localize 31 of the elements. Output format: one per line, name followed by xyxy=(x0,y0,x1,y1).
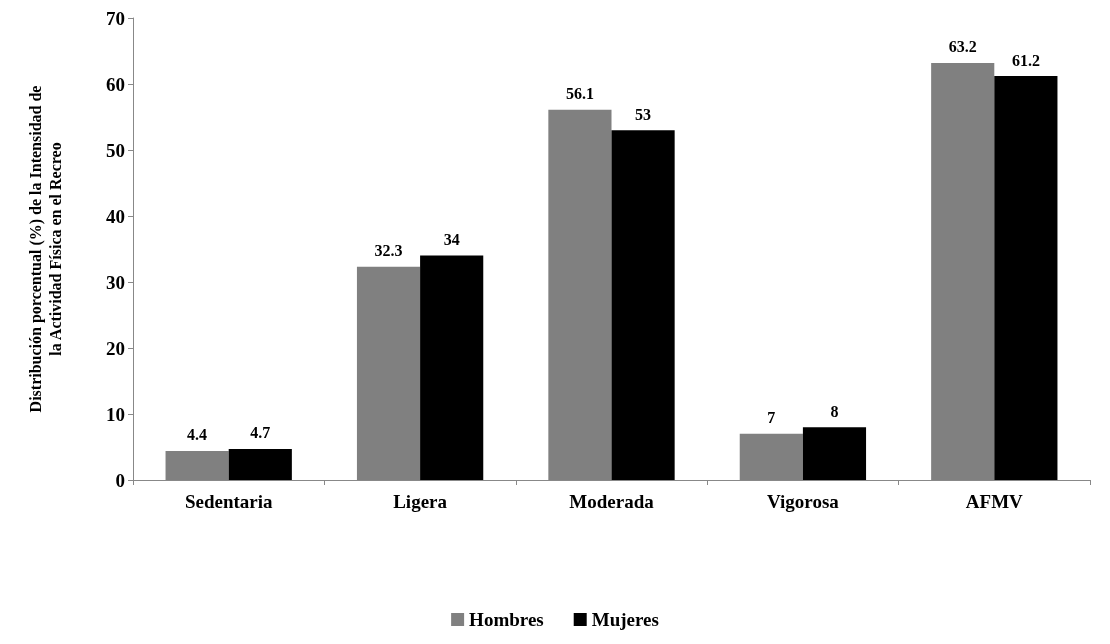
data-label: 4.4 xyxy=(187,426,208,444)
y-tick-label: 30 xyxy=(106,271,125,293)
bar xyxy=(228,448,292,480)
legend-label: Mujeres xyxy=(591,609,659,630)
bar xyxy=(802,427,867,480)
y-tick-label: 10 xyxy=(106,403,125,425)
y-tick-label: 40 xyxy=(106,205,125,227)
y-tick-label: 50 xyxy=(106,139,125,161)
y-axis-title: Distribución porcentual (%) de la Intensidad de la Actividad Física en el Recreo xyxy=(26,85,64,413)
data-label: 56.1 xyxy=(565,85,594,103)
x-tick-label: Ligera xyxy=(393,491,448,512)
data-label: 61.2 xyxy=(1011,51,1040,69)
y-tick-label: 70 xyxy=(106,7,125,29)
x-tick-label: AFMV xyxy=(965,491,1024,512)
y-tick-label: 20 xyxy=(106,337,125,359)
y-tick-label: 60 xyxy=(106,73,125,95)
data-label: 8 xyxy=(830,402,839,420)
bar xyxy=(994,76,1058,480)
bar xyxy=(611,130,675,480)
y-tick-label: 0 xyxy=(115,469,125,491)
data-label: 34 xyxy=(443,231,460,249)
data-label: 4.7 xyxy=(250,424,271,442)
x-tick-label: Sedentaria xyxy=(184,491,273,512)
x-tick-label: Vigorosa xyxy=(767,491,840,512)
data-label: 63.2 xyxy=(948,38,977,56)
data-label: 7 xyxy=(767,409,776,427)
legend-label: Hombres xyxy=(469,609,544,630)
data-label: 53 xyxy=(635,105,652,123)
data-label: 32.3 xyxy=(374,242,403,260)
bar xyxy=(420,255,484,480)
x-tick-label: Moderada xyxy=(569,491,655,512)
